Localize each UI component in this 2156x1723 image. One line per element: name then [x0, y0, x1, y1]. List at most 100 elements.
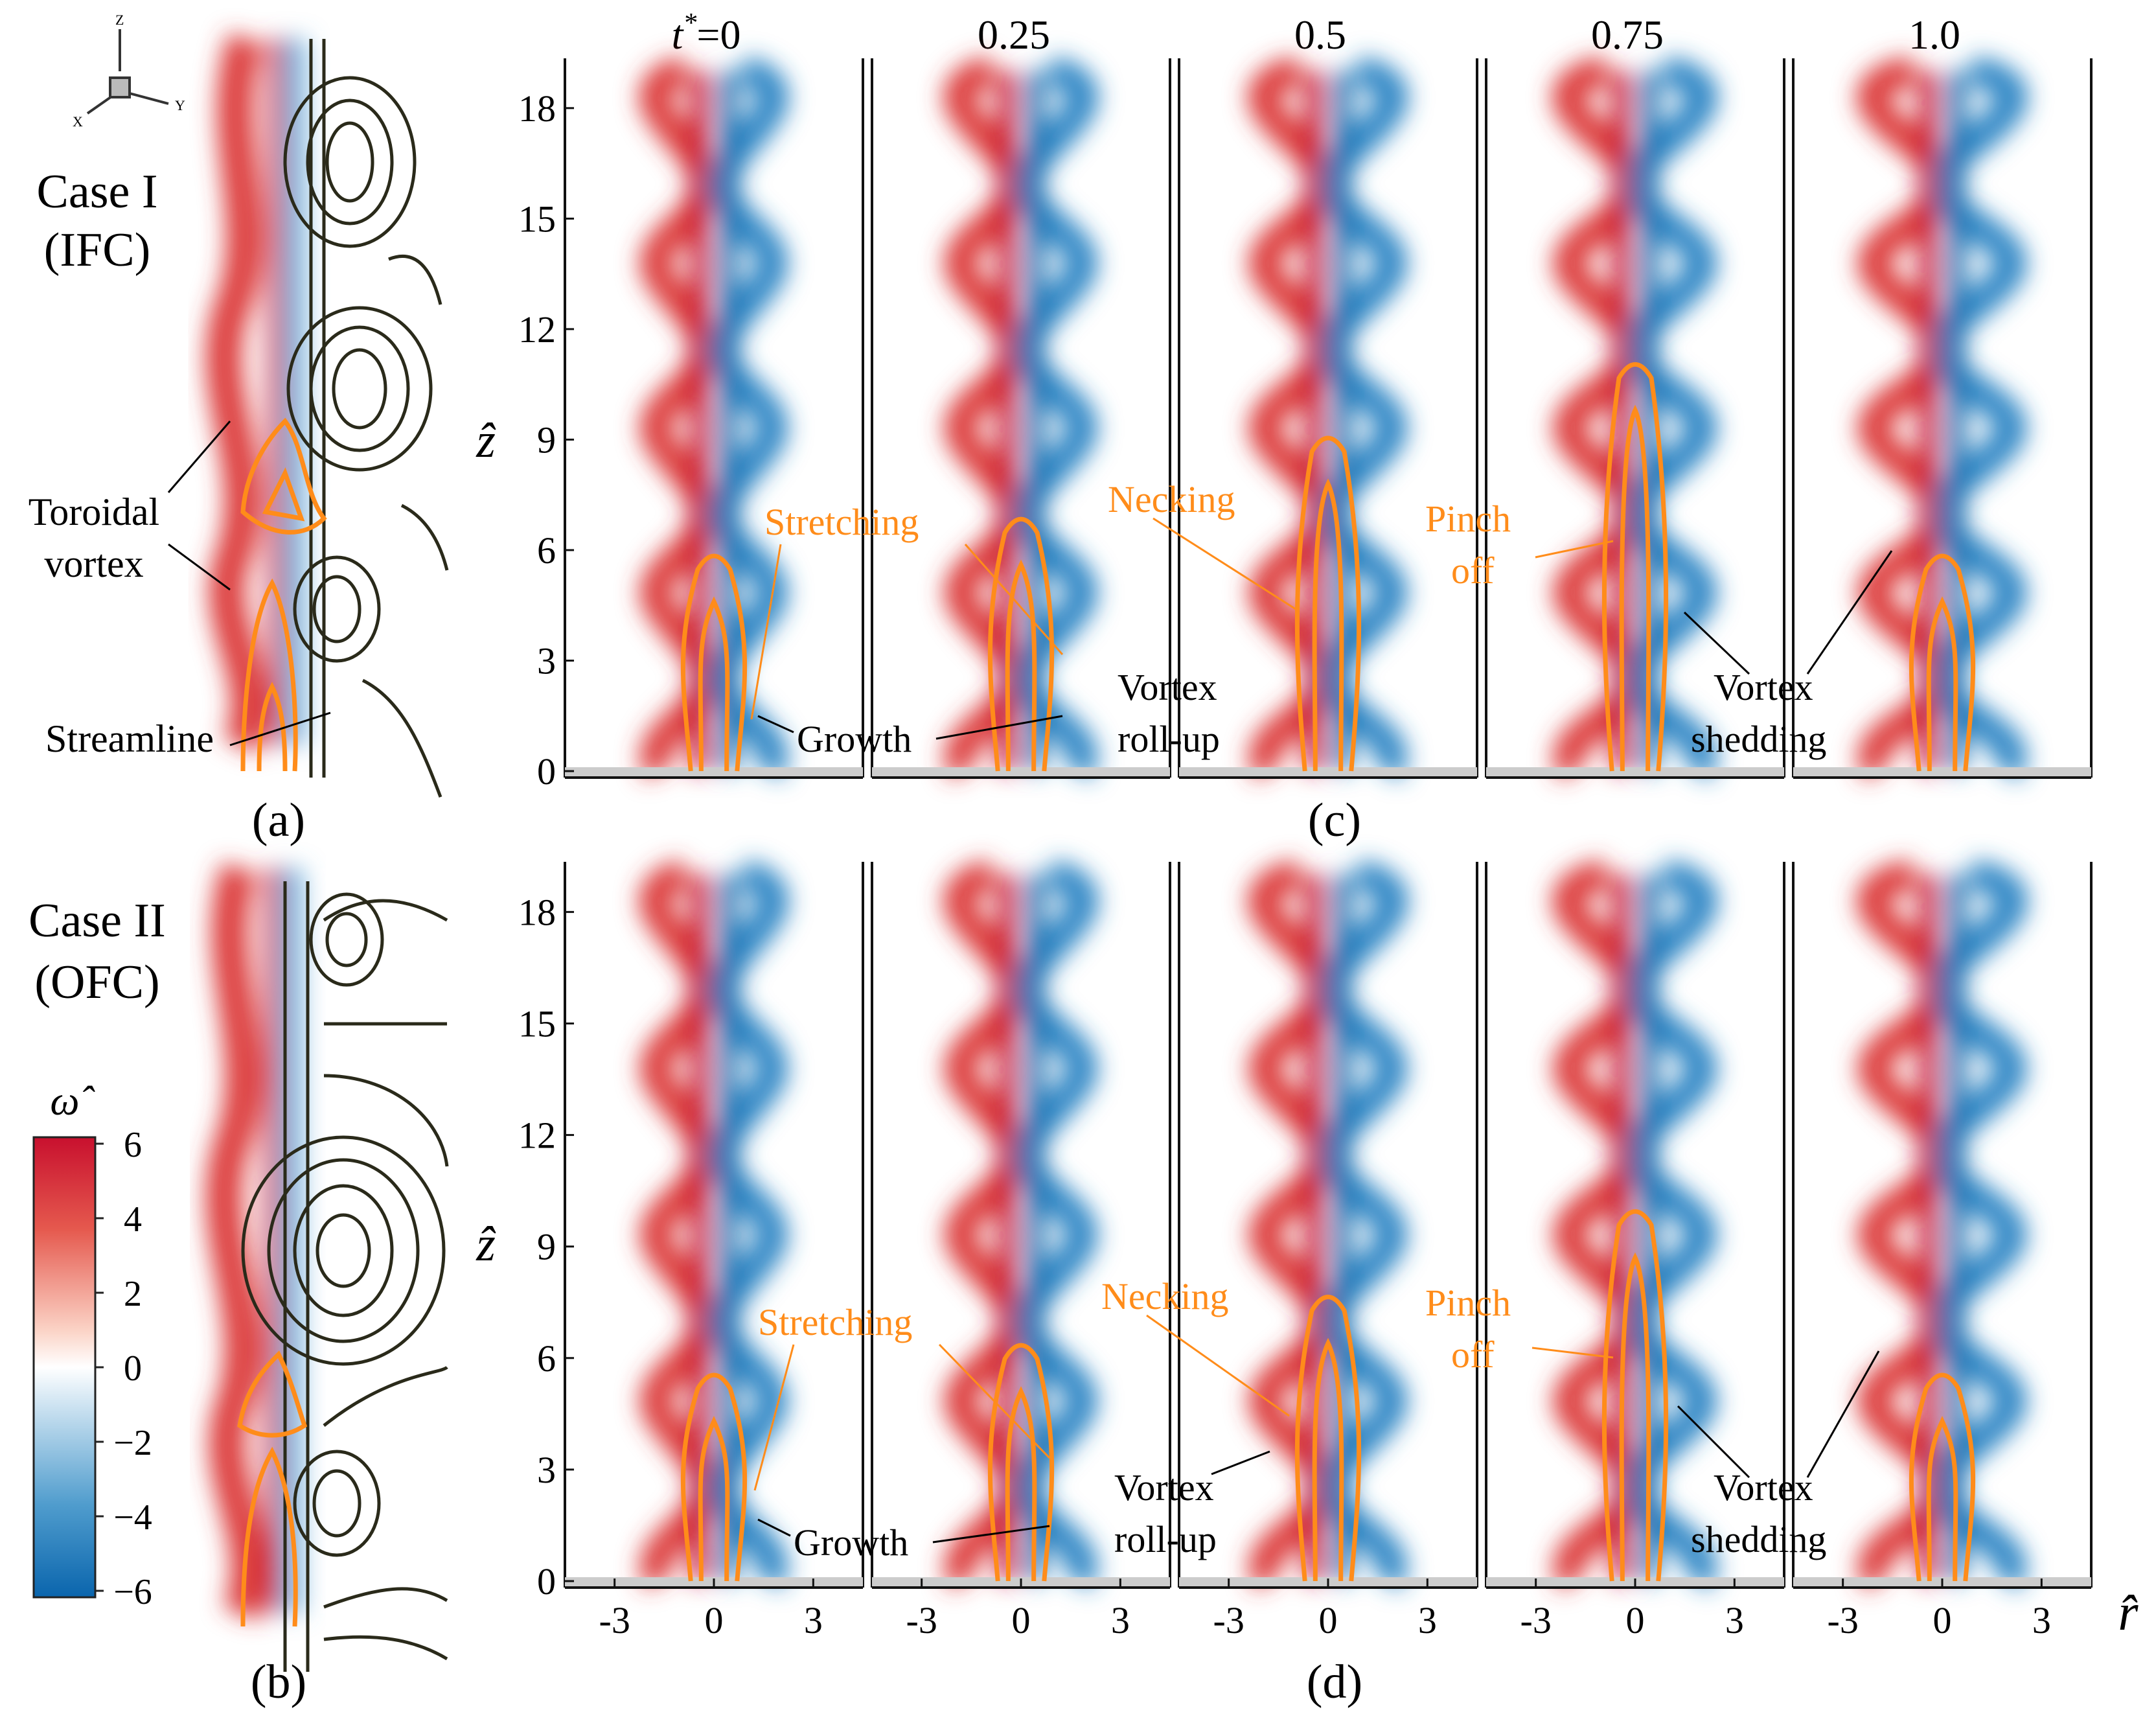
xtick-label: 0 — [1626, 1599, 1645, 1641]
panel-a-field — [206, 32, 306, 754]
colorbar-tick-label: 6 — [124, 1125, 142, 1165]
subplot — [1792, 56, 2093, 781]
wall — [1793, 767, 2091, 776]
leader-d-necking — [1146, 1314, 1290, 1417]
annot-c-growth: Growth — [797, 718, 912, 760]
leader-d-stretching-2 — [938, 1343, 1051, 1459]
leader-d-growth-2 — [932, 1525, 1050, 1544]
colorbar-bar — [32, 1136, 97, 1599]
xtick-label: -3 — [1213, 1599, 1244, 1641]
panel-d-grid: 0 3 6 9 12 15 18 -3 0 3 -3 0 3 -3 0 3 -3 0 3 -3 0 3 — [518, 859, 2093, 1641]
vorticity-field — [639, 859, 789, 1590]
leader-d-pinch — [1531, 1347, 1614, 1359]
colorbar: ω̂ 6 4 2 0 −2 −4 −6 — [32, 1078, 152, 1612]
contour-inner — [1005, 559, 1037, 772]
contour-outer — [1601, 362, 1669, 772]
xtick-label: 3 — [804, 1599, 823, 1641]
leader-c-pinch — [1535, 540, 1614, 559]
axis-triad — [86, 29, 169, 115]
vorticity-field — [1857, 859, 2028, 1591]
ytick-label: 0 — [537, 1560, 556, 1602]
time-header-4: 1.0 — [1909, 12, 1960, 58]
ytick-label: 15 — [518, 1002, 556, 1045]
contour-inner — [1005, 1386, 1037, 1582]
contour-outer — [1294, 1295, 1362, 1582]
annotations-d: Stretching Growth Necking Vortex roll-up… — [753, 1275, 1880, 1564]
panel-b-contour — [237, 1350, 308, 1627]
time-header-0: t*=0 — [672, 8, 741, 58]
ytick-label: 3 — [537, 640, 556, 682]
annot-c-pinch-2: off — [1451, 549, 1495, 592]
time-header-3: 0.75 — [1591, 12, 1664, 58]
xtick-label: 3 — [1418, 1599, 1437, 1641]
panel-b-streamlines — [241, 881, 449, 1672]
ylabel-d: ẑ — [476, 1217, 496, 1271]
time-headers: t*=0 0.25 0.5 0.75 1.0 — [672, 8, 1960, 58]
vorticity-field — [943, 859, 1099, 1590]
contour-inner — [698, 596, 730, 772]
annot-c-necking: Necking — [1108, 478, 1235, 520]
contour-inner — [1926, 1416, 1958, 1582]
annot-d-pinch-2: off — [1451, 1334, 1495, 1376]
leader-d-growth-1 — [757, 1518, 791, 1537]
case1-line1: Case I — [37, 165, 158, 218]
panel-b: Case II (OFC) (b) — [29, 862, 449, 1709]
contour-outer — [1909, 1372, 1976, 1582]
leader-toroidal-1 — [167, 421, 231, 493]
xtick-label: 0 — [1012, 1599, 1031, 1641]
colorbar-tick-label: −6 — [113, 1572, 152, 1612]
leader-d-stretching-1 — [753, 1344, 795, 1491]
panel-a: Z Y X Case I (IFC) Toroidal vortex Strea… — [29, 12, 449, 847]
subplot — [1485, 56, 1785, 781]
annot-d-stretching: Stretching — [758, 1301, 912, 1343]
leader-c-growth-1 — [757, 715, 794, 734]
xtick-label: 3 — [1725, 1599, 1744, 1641]
ytick-label: 12 — [518, 308, 556, 351]
time-header-1: 0.25 — [978, 12, 1050, 58]
annot-d-growth: Growth — [794, 1521, 908, 1564]
leader-c-shedding-2 — [1806, 550, 1893, 675]
xtick-label: 0 — [1933, 1599, 1952, 1641]
contour-inner — [1312, 1337, 1344, 1582]
ytick-label: 15 — [518, 198, 556, 240]
vorticity-field — [943, 56, 1099, 780]
annot-c-rollup-2: roll-up — [1118, 718, 1220, 760]
xtick-label: -3 — [1828, 1599, 1859, 1641]
annot-d-shedding-1: Vortex — [1714, 1466, 1813, 1509]
xtick-label: -3 — [599, 1599, 630, 1641]
annot-c-shedding-2: shedding — [1691, 718, 1826, 760]
triad-y: Y — [175, 97, 185, 113]
colorbar-tick-label: −2 — [113, 1423, 152, 1463]
contour-outer — [680, 553, 748, 772]
annot-c-stretching: Stretching — [764, 501, 919, 543]
contour-outer — [1601, 1209, 1669, 1582]
annot-d-necking: Necking — [1101, 1275, 1229, 1317]
wall — [565, 767, 863, 776]
ytick-label: 12 — [518, 1115, 556, 1157]
triad-z: Z — [115, 12, 124, 28]
leader-c-necking — [1153, 517, 1296, 610]
label-toroidal-2: vortex — [44, 542, 143, 585]
subplot: 0 3 6 9 12 15 18 — [518, 56, 864, 792]
vorticity-field — [1248, 859, 1408, 1591]
case1-line2: (IFC) — [44, 224, 150, 277]
colorbar-tick-label: 4 — [124, 1199, 142, 1240]
subplot: -3 0 3 — [1178, 859, 1478, 1641]
vorticity-field — [1552, 56, 1718, 781]
colorbar-tick-label: −4 — [113, 1498, 152, 1538]
annotations-c: Stretching Growth Necking Vortex roll-up… — [750, 478, 1893, 760]
label-toroidal-1: Toroidal — [29, 491, 159, 533]
ytick-label: 9 — [537, 1226, 556, 1268]
contour-inner — [698, 1416, 730, 1582]
ytick-label: 18 — [518, 87, 556, 130]
triad-x: X — [73, 113, 83, 130]
leader-c-shedding-1 — [1683, 611, 1750, 675]
xtick-label: 3 — [2032, 1599, 2051, 1641]
vorticity-field — [1552, 859, 1718, 1591]
subplot — [1178, 56, 1478, 781]
ytick-label: 6 — [537, 529, 556, 572]
xtick-label: -3 — [1520, 1599, 1552, 1641]
panel-a-streamlines — [283, 39, 449, 798]
panel-b-field — [206, 862, 303, 1621]
subplot: 0 3 6 9 12 15 18 -3 0 3 — [518, 859, 864, 1641]
